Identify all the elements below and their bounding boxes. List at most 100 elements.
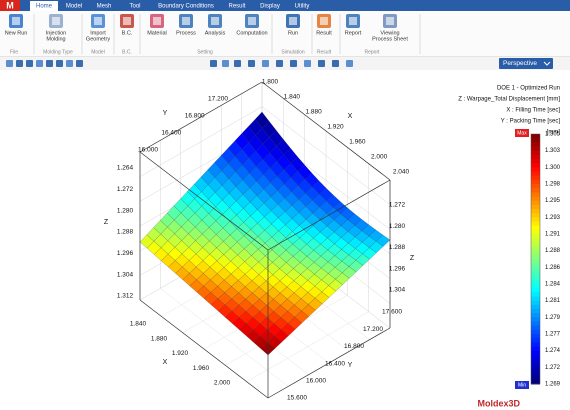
color-bar-label: 1.286: [545, 265, 561, 271]
toolbar-icon[interactable]: [222, 60, 229, 67]
view-mode-dropdown[interactable]: [499, 58, 553, 69]
toolbar-icon[interactable]: [46, 60, 53, 67]
logo: M: [6, 0, 14, 10]
ribbon-label[interactable]: Import: [90, 30, 106, 36]
legend-line: [mm]: [547, 130, 561, 136]
toolbar: [0, 57, 570, 70]
ribbon-label[interactable]: Injection: [46, 30, 67, 36]
color-bar-label: 1.288: [545, 248, 561, 254]
toolbar-icon[interactable]: [76, 60, 83, 67]
menu-tab[interactable]: Mesh: [97, 4, 112, 10]
ribbon-label[interactable]: Computation: [236, 30, 267, 36]
color-bar-label: 1.269: [545, 382, 561, 388]
color-bar-segment: [531, 234, 540, 239]
toolbar-icon[interactable]: [318, 60, 325, 67]
ribbon-icon-detail: [320, 17, 328, 25]
toolbar-icon[interactable]: [210, 60, 217, 67]
right-z-tick: 1.296: [389, 265, 406, 272]
menu-tab[interactable]: Tool: [129, 4, 140, 10]
toolbar-icon[interactable]: [26, 60, 33, 67]
ribbon-label[interactable]: Process: [176, 30, 196, 36]
color-bar-segment: [531, 263, 540, 268]
toolbar-icon[interactable]: [66, 60, 73, 67]
top-x-tick: 2.000: [371, 154, 388, 161]
color-bar-segment: [531, 375, 540, 381]
ribbon-label[interactable]: New Run: [5, 30, 28, 36]
color-bar-segment: [531, 354, 540, 360]
color-bar-segment: [531, 171, 540, 177]
top-y-tick: 16.000: [138, 147, 158, 154]
ribbon-icon-detail: [182, 17, 190, 25]
plot: 1.800 1.840 1.880 1.920 1.960 2.000 2.040 X 17.2…: [104, 79, 415, 402]
toolbar-icon[interactable]: [248, 60, 255, 67]
ribbon-label[interactable]: Report: [345, 30, 362, 36]
color-bar-frame: [530, 133, 541, 385]
toolbar-icon[interactable]: [332, 60, 339, 67]
right-z-tick-title: Z: [410, 255, 415, 262]
toolbar-icon[interactable]: [346, 60, 353, 67]
toolbar-icon[interactable]: [36, 60, 43, 67]
max-label: Max: [517, 130, 527, 136]
color-bar-label: 1.277: [545, 332, 561, 338]
max-badge: [515, 129, 529, 137]
color-bar-segment: [531, 154, 540, 160]
ribbon-label[interactable]: Process Sheet: [372, 36, 408, 42]
brand: Moldex3D: [477, 398, 520, 408]
color-bar-segment: [531, 217, 540, 222]
min-badge: [515, 381, 529, 389]
color-bar-segment: [531, 250, 540, 256]
menu-tab[interactable]: Display: [260, 4, 280, 10]
menu-tab[interactable]: Result: [228, 4, 245, 10]
toolbar-icon[interactable]: [262, 60, 269, 67]
menu-tab[interactable]: Home: [36, 4, 53, 10]
left-z-tick-title: Z: [104, 219, 109, 226]
toolbar-icon[interactable]: [56, 60, 63, 67]
ribbon-label[interactable]: Viewing: [380, 30, 399, 36]
color-bar-segment: [531, 225, 540, 231]
ribbon-group: Simulation: [281, 49, 305, 55]
ribbon-label[interactable]: Material: [147, 30, 167, 36]
ribbon-icon-detail: [289, 17, 297, 25]
ribbon-group: Model: [91, 49, 105, 55]
ribbon-label[interactable]: Molding: [46, 36, 65, 42]
toolbar-icon[interactable]: [16, 60, 23, 67]
color-bar-segment: [531, 221, 540, 227]
ribbon-label[interactable]: Geometry: [86, 36, 110, 42]
color-bar-segment: [531, 329, 540, 335]
menu-tab[interactable]: Utility: [295, 4, 310, 10]
dropdown-arrow: [543, 61, 551, 66]
color-bar-segment: [531, 184, 540, 189]
toolbar-icon[interactable]: [304, 60, 311, 67]
ribbon-label[interactable]: B.C.: [122, 30, 133, 36]
color-bar-segment: [531, 367, 540, 372]
color-bar-segment: [531, 142, 540, 147]
ribbon-label[interactable]: Run: [288, 30, 298, 36]
top-x-tick: 1.840: [284, 94, 301, 101]
ribbon-label[interactable]: Result: [316, 30, 332, 36]
color-bar-segment: [531, 229, 540, 235]
color-bar-segment: [531, 300, 540, 306]
left-z-tick: 1.304: [117, 271, 134, 278]
bottom-x-tick: 1.840: [130, 321, 147, 328]
color-bar-segment: [531, 350, 540, 356]
menu-tab[interactable]: Model: [66, 4, 82, 10]
toolbar-icon[interactable]: [276, 60, 283, 67]
toolbar-icon[interactable]: [6, 60, 13, 67]
right-z-tick: 1.288: [389, 244, 406, 251]
color-bar-segment: [531, 313, 540, 318]
menu-tab[interactable]: Boundary Conditions: [158, 4, 214, 10]
color-bar-segment: [531, 292, 540, 297]
box-grid-line: [246, 311, 369, 382]
color-bar-label: 1.305: [545, 132, 561, 138]
ui: Home Model Mesh Tool Boundary Conditions Resu…: [5, 4, 561, 389]
color-bar-segment: [531, 254, 540, 260]
color-bar-segment: [531, 259, 540, 264]
logo-box[interactable]: [0, 0, 20, 12]
ribbon-label[interactable]: Analysis: [205, 30, 226, 36]
ribbon-icon-detail: [211, 17, 219, 25]
toolbar-icon[interactable]: [290, 60, 297, 67]
toolbar-icon[interactable]: [234, 60, 241, 67]
color-bar-segment: [531, 196, 540, 202]
ribbon-group: Molding Type: [43, 49, 73, 55]
color-bar-label: 1.295: [545, 198, 561, 204]
